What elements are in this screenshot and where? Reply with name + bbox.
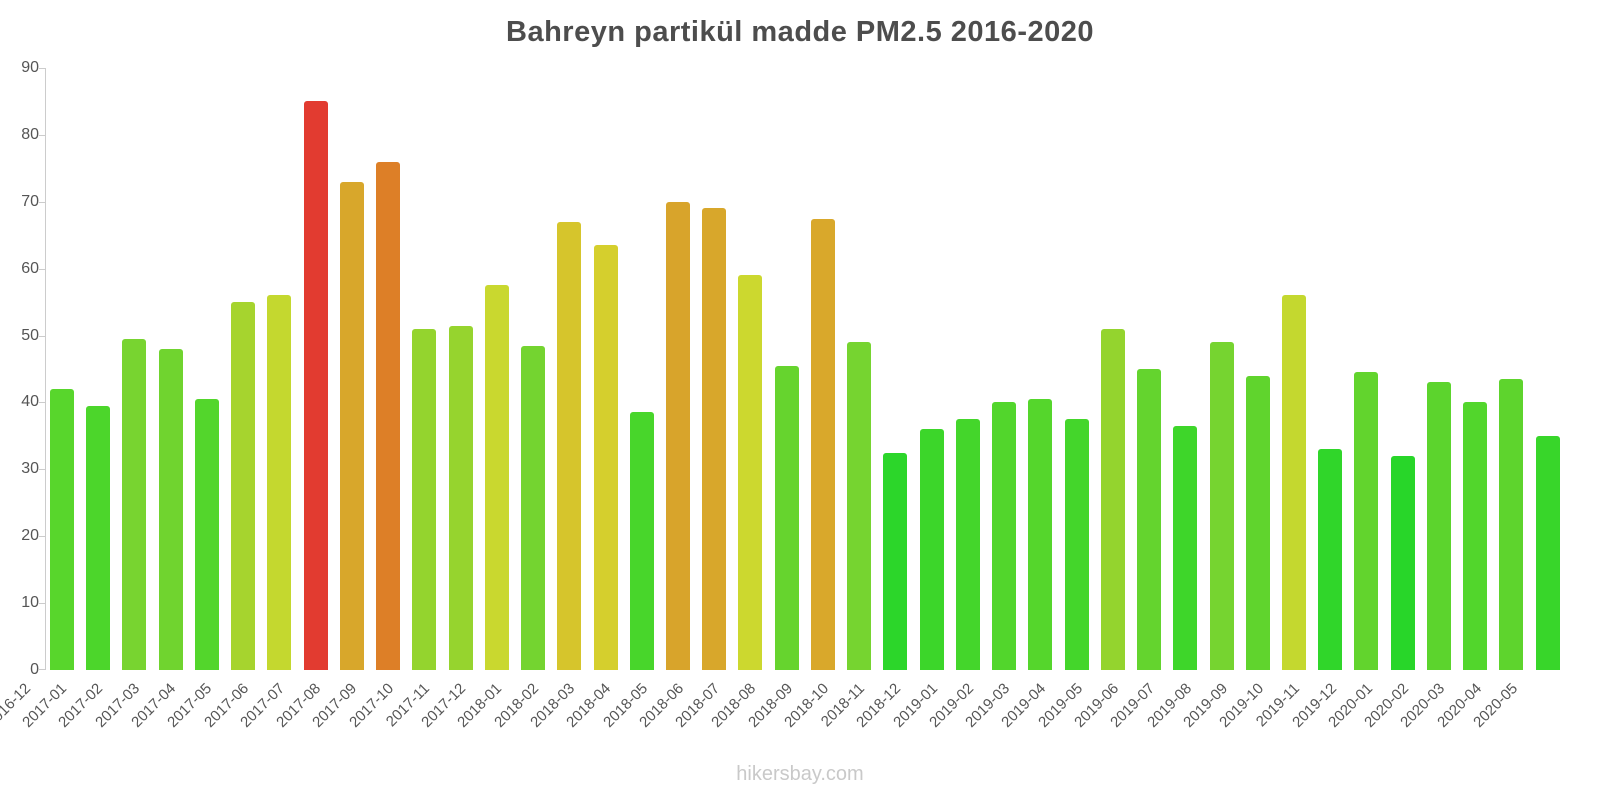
bar-2018-06	[702, 208, 727, 670]
y-tick-mark	[39, 335, 46, 337]
bar-2019-07	[1173, 425, 1198, 670]
y-tick-label: 70	[21, 192, 39, 210]
x-axis-labels: 2016-12 2017-01 2017-02 2017-03 2017-04 2017-…	[0, 676, 1521, 756]
bar-2019-08	[1209, 342, 1234, 670]
bar-2020-05	[1535, 435, 1560, 670]
bar-2017-12	[484, 285, 509, 670]
watermark-link[interactable]: hikersbay.com	[736, 763, 864, 785]
bar-2017-03	[158, 348, 183, 670]
plot-area: 0 10 20 30 40 50 60 70 80 90	[21, 59, 1560, 678]
bar-2017-01	[86, 405, 111, 670]
bar-2019-11	[1318, 449, 1343, 670]
bar-2019-10	[1281, 295, 1306, 670]
y-tick-mark	[39, 536, 46, 538]
bar-2018-10	[847, 342, 872, 670]
bar-2020-02	[1426, 382, 1451, 670]
bar-2019-06	[1137, 369, 1162, 670]
bar-2019-04	[1064, 419, 1089, 670]
bar-2017-08	[339, 181, 364, 670]
bar-2017-04	[194, 399, 219, 670]
bar-2019-01	[955, 419, 980, 670]
y-tick-label: 80	[21, 125, 39, 143]
y-tick-mark	[39, 268, 46, 270]
bar-2017-11	[448, 325, 473, 670]
bar-2020-03	[1463, 402, 1488, 670]
y-tick-label: 30	[21, 460, 39, 478]
bar-2019-02	[992, 402, 1017, 670]
bar-2017-05	[231, 302, 256, 670]
bar-2018-09	[810, 218, 835, 670]
bar-2017-06	[267, 295, 292, 670]
bar-2020-04	[1499, 379, 1524, 670]
bar-2017-02	[122, 338, 147, 670]
bar-2020-01	[1390, 455, 1415, 670]
bar-2017-10	[412, 328, 437, 670]
y-tick-mark	[39, 201, 46, 203]
bar-2019-05	[1100, 328, 1125, 670]
y-tick-mark	[39, 603, 46, 605]
bar-2018-07	[738, 275, 763, 670]
bars-container	[50, 68, 1560, 670]
bar-2018-12	[919, 429, 944, 670]
y-tick-label: 40	[21, 393, 39, 411]
bar-2018-11	[883, 452, 908, 670]
y-tick-label: 20	[21, 527, 39, 545]
y-tick-label: 0	[30, 661, 39, 678]
bar-2019-03	[1028, 399, 1053, 670]
y-tick-mark	[39, 402, 46, 404]
bar-2018-03	[593, 245, 618, 670]
y-tick-mark	[39, 669, 46, 670]
bar-2018-08	[774, 365, 799, 670]
bar-2019-12	[1354, 372, 1379, 670]
bar-2016-12	[50, 389, 74, 670]
bar-2018-01	[521, 345, 546, 670]
bar-2018-05	[665, 201, 690, 670]
y-tick-mark	[39, 134, 46, 136]
chart-title: Bahreyn partikül madde PM2.5 2016-2020	[506, 16, 1094, 48]
bar-2019-09	[1245, 375, 1270, 670]
y-tick-label: 60	[21, 259, 39, 277]
y-tick-label: 90	[21, 59, 39, 76]
bar-2017-07	[303, 101, 328, 670]
y-tick-mark	[39, 469, 46, 471]
bar-2018-02	[557, 221, 582, 670]
y-tick-label: 50	[21, 326, 39, 344]
y-tick-label: 10	[21, 594, 39, 612]
y-tick-mark	[39, 68, 46, 69]
bar-2018-04	[629, 412, 654, 670]
bar-2017-09	[376, 161, 401, 670]
